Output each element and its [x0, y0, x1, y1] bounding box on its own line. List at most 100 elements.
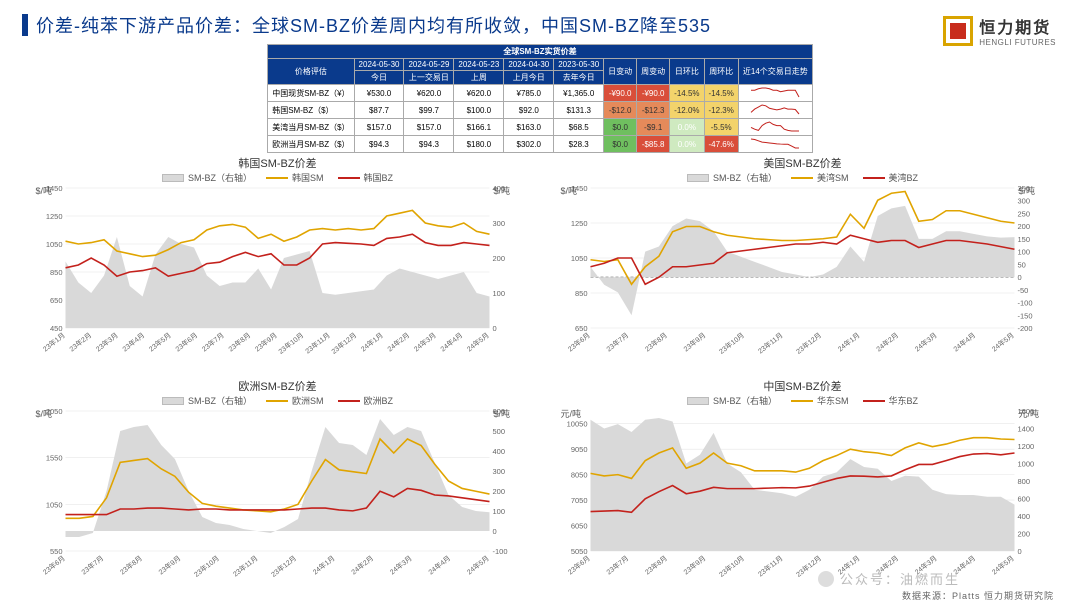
svg-text:23年2月: 23年2月	[67, 330, 93, 353]
svg-text:550: 550	[50, 547, 63, 556]
svg-text:元/吨: 元/吨	[1019, 408, 1040, 419]
svg-text:200: 200	[493, 254, 506, 263]
legend: SM-BZ（右轴）美湾SM美湾BZ	[547, 171, 1058, 184]
svg-text:23年8月: 23年8月	[226, 330, 252, 353]
svg-text:24年5月: 24年5月	[990, 330, 1016, 353]
svg-text:23年4月: 23年4月	[120, 330, 146, 353]
chart-panel-europe: 欧洲SM-BZ价差SM-BZ（右轴）欧洲SM欧洲BZ55010501550205…	[22, 378, 533, 595]
svg-text:23年9月: 23年9月	[157, 553, 183, 576]
brand-name: 恒力期货	[979, 14, 1056, 38]
svg-text:9050: 9050	[571, 445, 588, 454]
svg-text:250: 250	[1018, 209, 1031, 218]
chart-panel-us: 美国SM-BZ价差SM-BZ（右轴）美湾SM美湾BZ 650 850 1050 1250…	[547, 155, 1058, 372]
svg-text:100: 100	[1018, 248, 1031, 257]
svg-text:500: 500	[493, 427, 506, 436]
svg-text:450: 450	[50, 324, 63, 333]
svg-text:23年12月: 23年12月	[794, 330, 823, 354]
svg-text:23年9月: 23年9月	[253, 330, 279, 353]
svg-text:23年11月: 23年11月	[303, 330, 331, 354]
svg-text:23年6月: 23年6月	[566, 553, 592, 576]
svg-text:-100: -100	[493, 547, 508, 556]
svg-text:200: 200	[1018, 530, 1031, 539]
svg-text:23年8月: 23年8月	[643, 330, 669, 353]
svg-text:24年3月: 24年3月	[913, 330, 939, 353]
svg-text:23年5月: 23年5月	[147, 330, 173, 353]
svg-text:150: 150	[1018, 235, 1031, 244]
svg-text:23年8月: 23年8月	[643, 553, 669, 576]
footer-source: 数据来源：Platts 恒力期货研究院	[902, 589, 1054, 602]
svg-text:$/吨: $/吨	[1019, 185, 1036, 196]
svg-text:650: 650	[575, 324, 588, 333]
svg-text:23年10月: 23年10月	[717, 330, 746, 354]
svg-text:24年4月: 24年4月	[426, 553, 452, 576]
wechat-icon	[818, 571, 834, 587]
svg-text:24年5月: 24年5月	[465, 553, 491, 576]
svg-text:23年11月: 23年11月	[231, 553, 259, 577]
svg-text:24年3月: 24年3月	[412, 330, 438, 353]
svg-text:200: 200	[1018, 222, 1031, 231]
svg-text:-100: -100	[1018, 299, 1033, 308]
svg-text:$/吨: $/吨	[36, 408, 53, 419]
svg-text:$/吨: $/吨	[561, 185, 578, 196]
svg-text:300: 300	[493, 219, 506, 228]
svg-text:24年1月: 24年1月	[836, 330, 862, 353]
svg-text:$/吨: $/吨	[494, 185, 511, 196]
svg-text:800: 800	[1018, 477, 1031, 486]
svg-text:1400: 1400	[1018, 425, 1035, 434]
svg-text:23年12月: 23年12月	[269, 553, 298, 577]
svg-text:0: 0	[493, 324, 497, 333]
title-accent	[22, 14, 28, 36]
svg-text:1250: 1250	[571, 219, 588, 228]
svg-text:24年2月: 24年2月	[349, 553, 375, 576]
svg-text:400: 400	[1018, 512, 1031, 521]
legend: SM-BZ（右轴）韩国SM韩国BZ	[22, 171, 533, 184]
svg-text:23年7月: 23年7月	[200, 330, 226, 353]
chart-europe: 550105015502050-100010020030040050060023…	[22, 407, 533, 577]
svg-text:-200: -200	[1018, 324, 1033, 333]
svg-text:23年6月: 23年6月	[173, 330, 199, 353]
svg-text:23年8月: 23年8月	[118, 553, 144, 576]
svg-text:400: 400	[493, 447, 506, 456]
svg-text:1250: 1250	[46, 212, 63, 221]
charts-grid: 韩国SM-BZ价差SM-BZ（右轴）韩国SM韩国BZ 450 650 850 1050 1…	[22, 155, 1058, 595]
svg-text:24年3月: 24年3月	[388, 553, 414, 576]
svg-text:24年4月: 24年4月	[951, 330, 977, 353]
svg-text:$/吨: $/吨	[494, 408, 511, 419]
svg-text:10050: 10050	[567, 420, 588, 429]
brand-sub: HENGLI FUTURES	[979, 38, 1056, 47]
svg-text:1550: 1550	[46, 454, 63, 463]
summary-table: 全球SM-BZ实货价差价格评估2024-05-302024-05-292024-…	[22, 44, 1058, 153]
legend: SM-BZ（右轴）欧洲SM欧洲BZ	[22, 394, 533, 407]
svg-text:300: 300	[1018, 197, 1031, 206]
svg-text:1000: 1000	[1018, 460, 1035, 469]
svg-text:300: 300	[493, 467, 506, 476]
chart-title: 韩国SM-BZ价差	[22, 155, 533, 171]
svg-text:23年11月: 23年11月	[756, 553, 784, 577]
svg-text:23年10月: 23年10月	[276, 330, 305, 354]
svg-text:23年7月: 23年7月	[79, 553, 105, 576]
svg-text:850: 850	[50, 268, 63, 277]
svg-text:6050: 6050	[571, 522, 588, 531]
svg-text:1050: 1050	[571, 254, 588, 263]
brand-logo: 恒力期货 HENGLI FUTURES	[943, 14, 1056, 47]
svg-text:-50: -50	[1018, 286, 1029, 295]
chart-china: 5050605070508050905010050020040060080010…	[547, 407, 1058, 577]
chart-us: 650850105012501450-200-150-100-500501001…	[547, 184, 1058, 354]
svg-text:650: 650	[50, 296, 63, 305]
svg-text:0: 0	[1018, 547, 1022, 556]
svg-text:23年10月: 23年10月	[192, 553, 221, 577]
svg-text:850: 850	[575, 289, 588, 298]
svg-text:24年5月: 24年5月	[465, 330, 491, 353]
svg-text:23年7月: 23年7月	[604, 330, 630, 353]
svg-text:100: 100	[493, 507, 506, 516]
svg-text:50: 50	[1018, 260, 1026, 269]
svg-text:23年1月: 23年1月	[41, 330, 67, 353]
svg-text:23年3月: 23年3月	[94, 330, 120, 353]
svg-text:8050: 8050	[571, 471, 588, 480]
svg-text:23年9月: 23年9月	[682, 330, 708, 353]
svg-text:24年1月: 24年1月	[311, 553, 337, 576]
legend: SM-BZ（右轴）华东SM华东BZ	[547, 394, 1058, 407]
svg-text:24年5月: 24年5月	[990, 553, 1016, 576]
chart-title: 美国SM-BZ价差	[547, 155, 1058, 171]
chart-panel-china: 中国SM-BZ价差SM-BZ（右轴）华东SM华东BZ50506050705080…	[547, 378, 1058, 595]
